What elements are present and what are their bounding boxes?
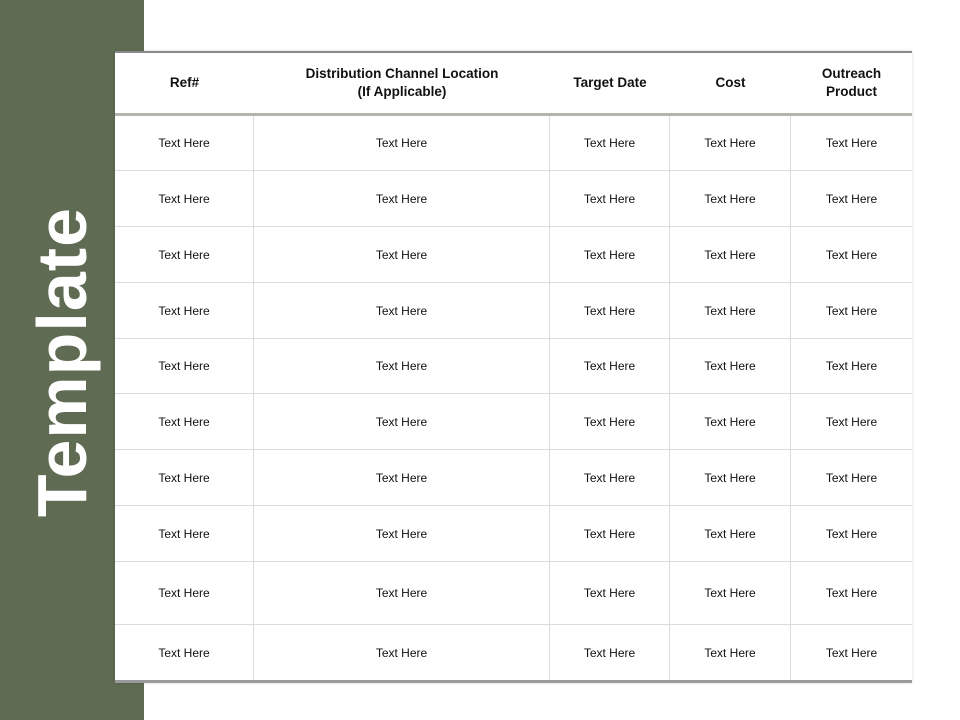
table-cell: Text Here xyxy=(670,450,791,505)
table-cell: Text Here xyxy=(254,339,550,393)
table-cell: Text Here xyxy=(115,227,254,282)
table-row: Text Here Text Here Text Here Text Here Text… xyxy=(115,171,912,227)
table-row: Text Here Text Here Text Here Text Here Text… xyxy=(115,116,912,171)
table-cell: Text Here xyxy=(670,283,791,338)
table-row: Text Here Text Here Text Here Text Here Text… xyxy=(115,450,912,506)
table-cell: Text Here xyxy=(115,506,254,561)
table-cell: Text Here xyxy=(550,171,670,226)
table-cell: Text Here xyxy=(825,586,878,600)
header-cost: Cost xyxy=(715,75,746,90)
table-cell: Text Here xyxy=(115,450,254,505)
table-cell: Text Here xyxy=(825,303,878,318)
table-cell: Text Here xyxy=(670,171,791,226)
table-cell: Text Here xyxy=(550,116,670,170)
table-row: Text Here Text Here Text Here Text Here Text… xyxy=(115,227,912,283)
table-cell: Text Here xyxy=(254,116,550,170)
table-cell: Text Here xyxy=(670,506,791,561)
table-cell: Text Here xyxy=(550,450,670,505)
slide-title: Template xyxy=(23,206,101,518)
table-cell: Text Here xyxy=(550,625,670,680)
table-cell: Text Here xyxy=(115,116,254,170)
data-table: Ref# Distribution Channel Location (If A… xyxy=(115,51,912,683)
table-cell: Text Here xyxy=(550,227,670,282)
table-cell: Text Here xyxy=(115,394,254,449)
table-cell: Text Here xyxy=(550,394,670,449)
table-header-row: Ref# Distribution Channel Location (If A… xyxy=(115,53,912,116)
table-cell: Text Here xyxy=(115,283,254,338)
table-cell: Text Here xyxy=(670,625,791,680)
table-cell: Text Here xyxy=(115,562,254,624)
table-cell: Text Here xyxy=(670,227,791,282)
table-cell: Text Here xyxy=(254,450,550,505)
table-row: Text Here Text Here Text Here Text Here Text… xyxy=(115,625,912,680)
table-cell: Text Here xyxy=(670,394,791,449)
table-cell: Text Here xyxy=(254,394,550,449)
header-distribution-channel: Distribution Channel Location (If Applic… xyxy=(305,66,499,99)
table-cell: Text Here xyxy=(550,339,670,393)
table-cell: Text Here xyxy=(825,470,878,485)
table-cell: Text Here xyxy=(550,506,670,561)
table-row: Text Here Text Here Text Here Text Here Text… xyxy=(115,394,912,450)
table-row: Text Here Text Here Text Here Text Here Text… xyxy=(115,339,912,394)
header-ref: Ref# xyxy=(169,75,200,90)
table-cell: Text Here xyxy=(825,526,878,541)
table-cell: Text Here xyxy=(825,191,878,206)
table-cell: Text Here xyxy=(254,283,550,338)
table-cell: Text Here xyxy=(254,171,550,226)
table-row: Text Here Text Here Text Here Text Here Text… xyxy=(115,562,912,625)
table-row: Text Here Text Here Text Here Text Here Text… xyxy=(115,506,912,562)
table-row: Text Here Text Here Text Here Text Here Text… xyxy=(115,283,912,339)
table-cell: Text Here xyxy=(254,625,550,680)
table-cell: Text Here xyxy=(254,562,550,624)
table-cell: Text Here xyxy=(825,359,878,373)
header-outreach-product: Outreach Product xyxy=(821,66,882,99)
table-cell: Text Here xyxy=(670,116,791,170)
table-cell: Text Here xyxy=(825,136,878,150)
table-cell: Text Here xyxy=(115,339,254,393)
table-cell: Text Here xyxy=(254,506,550,561)
table-cell: Text Here xyxy=(670,339,791,393)
table-cell: Text Here xyxy=(550,283,670,338)
table-cell: Text Here xyxy=(825,247,878,262)
table-cell: Text Here xyxy=(825,645,878,660)
table-cell: Text Here xyxy=(550,562,670,624)
table-cell: Text Here xyxy=(670,562,791,624)
table-cell: Text Here xyxy=(115,625,254,680)
table-cell: Text Here xyxy=(254,227,550,282)
table-cell: Text Here xyxy=(115,171,254,226)
table-cell: Text Here xyxy=(825,414,878,429)
header-target-date: Target Date xyxy=(573,75,647,90)
